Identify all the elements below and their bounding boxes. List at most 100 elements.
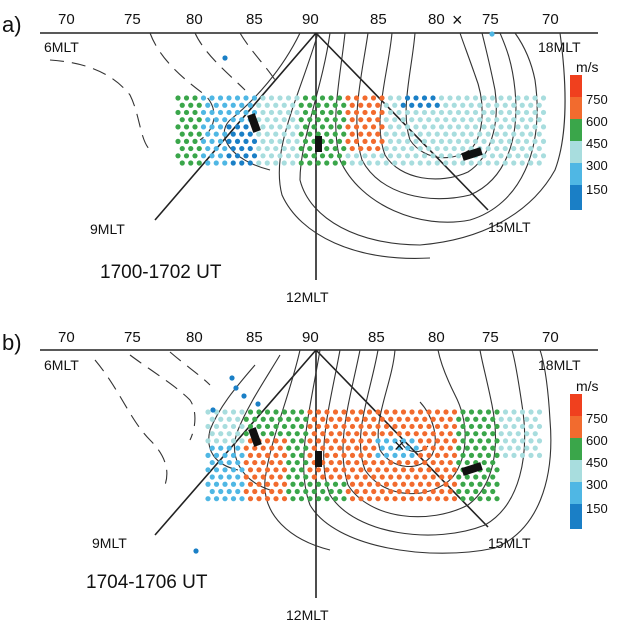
velocity-dot [273,438,279,444]
velocity-dot [307,145,313,152]
velocity-dot [371,488,377,495]
velocity-dot [230,409,237,415]
velocity-dot [481,153,487,159]
velocity-dot [464,124,470,130]
panel-letter: a) [2,12,22,37]
velocity-dot [371,431,377,437]
velocity-dot [328,431,334,437]
velocity-dot [426,131,432,137]
velocity-dot [222,481,228,487]
velocity-dot [303,459,309,466]
velocity-dot [439,488,445,495]
velocity-dot [277,109,283,116]
velocity-dot [243,109,249,116]
velocity-dot [358,117,364,123]
velocity-dot [332,102,338,108]
velocity-dot [468,452,475,458]
velocity-dot [405,445,411,451]
velocity-dot [498,416,504,422]
velocity-dot [362,459,368,466]
velocity-dot [405,416,411,422]
velocity-dot [315,467,322,473]
velocity-dot [422,474,428,480]
velocity-dot [434,409,441,415]
legend-swatch [570,460,582,482]
velocity-dot [379,416,385,422]
velocity-dot [383,438,390,444]
velocity-dot [417,452,424,458]
velocity-dot [417,131,423,137]
velocity-dot [328,474,334,480]
velocity-dot [481,474,487,480]
velocity-dot [515,95,521,101]
velocity-dot [489,124,496,130]
velocity-dot [528,423,534,430]
station-marker [247,113,261,133]
velocity-dot [328,109,334,116]
velocity-dot [392,409,398,415]
velocity-dot [409,481,415,487]
velocity-dot [175,153,181,159]
mlt-15: 15MLT [488,535,531,551]
velocity-dot [281,131,287,137]
velocity-dot [426,102,432,108]
velocity-dot [217,95,224,101]
velocity-dot [409,452,415,458]
velocity-dot [285,138,292,144]
velocity-dot [413,124,419,130]
velocity-dot [540,95,547,101]
velocity-dot [273,423,279,430]
velocity-dot [294,474,300,480]
velocity-dot [188,145,194,152]
velocity-dot [455,109,462,116]
velocity-dot [451,102,457,108]
velocity-dot [256,145,262,152]
velocity-dot [298,117,304,123]
velocity-dot [451,452,458,458]
velocity-dot [370,95,377,101]
velocity-dot [294,124,300,130]
mlt-9: 9MLT [92,535,127,551]
velocity-dot [502,452,509,458]
velocity-dot [218,445,224,451]
velocity-dot [260,124,266,130]
velocity-dot [388,474,394,480]
velocity-dot [307,496,313,502]
velocity-dot [213,452,220,458]
velocity-dot [302,153,309,159]
velocity-dot [273,160,279,166]
velocity-dot [324,409,330,415]
velocity-dot [213,131,219,137]
velocity-dot [434,117,440,123]
velocity-dot [332,131,338,137]
velocity-dot [481,445,487,451]
velocity-dot [540,124,547,130]
velocity-dot [468,409,475,415]
velocity-dot [175,109,181,116]
velocity-dot [375,102,381,108]
legend-tick: 150 [586,501,608,516]
velocity-dot [307,423,313,430]
velocity-dot [451,145,457,152]
velocity-dot [438,124,445,130]
velocity-dot [222,131,228,137]
velocity-dot [307,481,313,487]
velocity-dot [290,496,296,502]
velocity-dot [307,117,313,123]
velocity-dot [485,423,492,430]
velocity-dot [222,438,228,444]
velocity-dot [490,445,496,451]
velocity-dot [370,138,377,144]
velocity-dot [489,95,496,101]
velocity-dot [422,488,428,495]
velocity-dot [268,95,275,101]
velocity-dot [409,131,415,137]
velocity-dot [434,496,441,502]
velocity-dot [490,488,496,495]
velocity-dot [515,109,521,116]
dashed-contour [169,351,211,386]
velocity-dot [260,459,266,466]
velocity-dot [421,153,428,159]
velocity-dot [307,467,313,473]
velocity-dot [383,160,389,166]
